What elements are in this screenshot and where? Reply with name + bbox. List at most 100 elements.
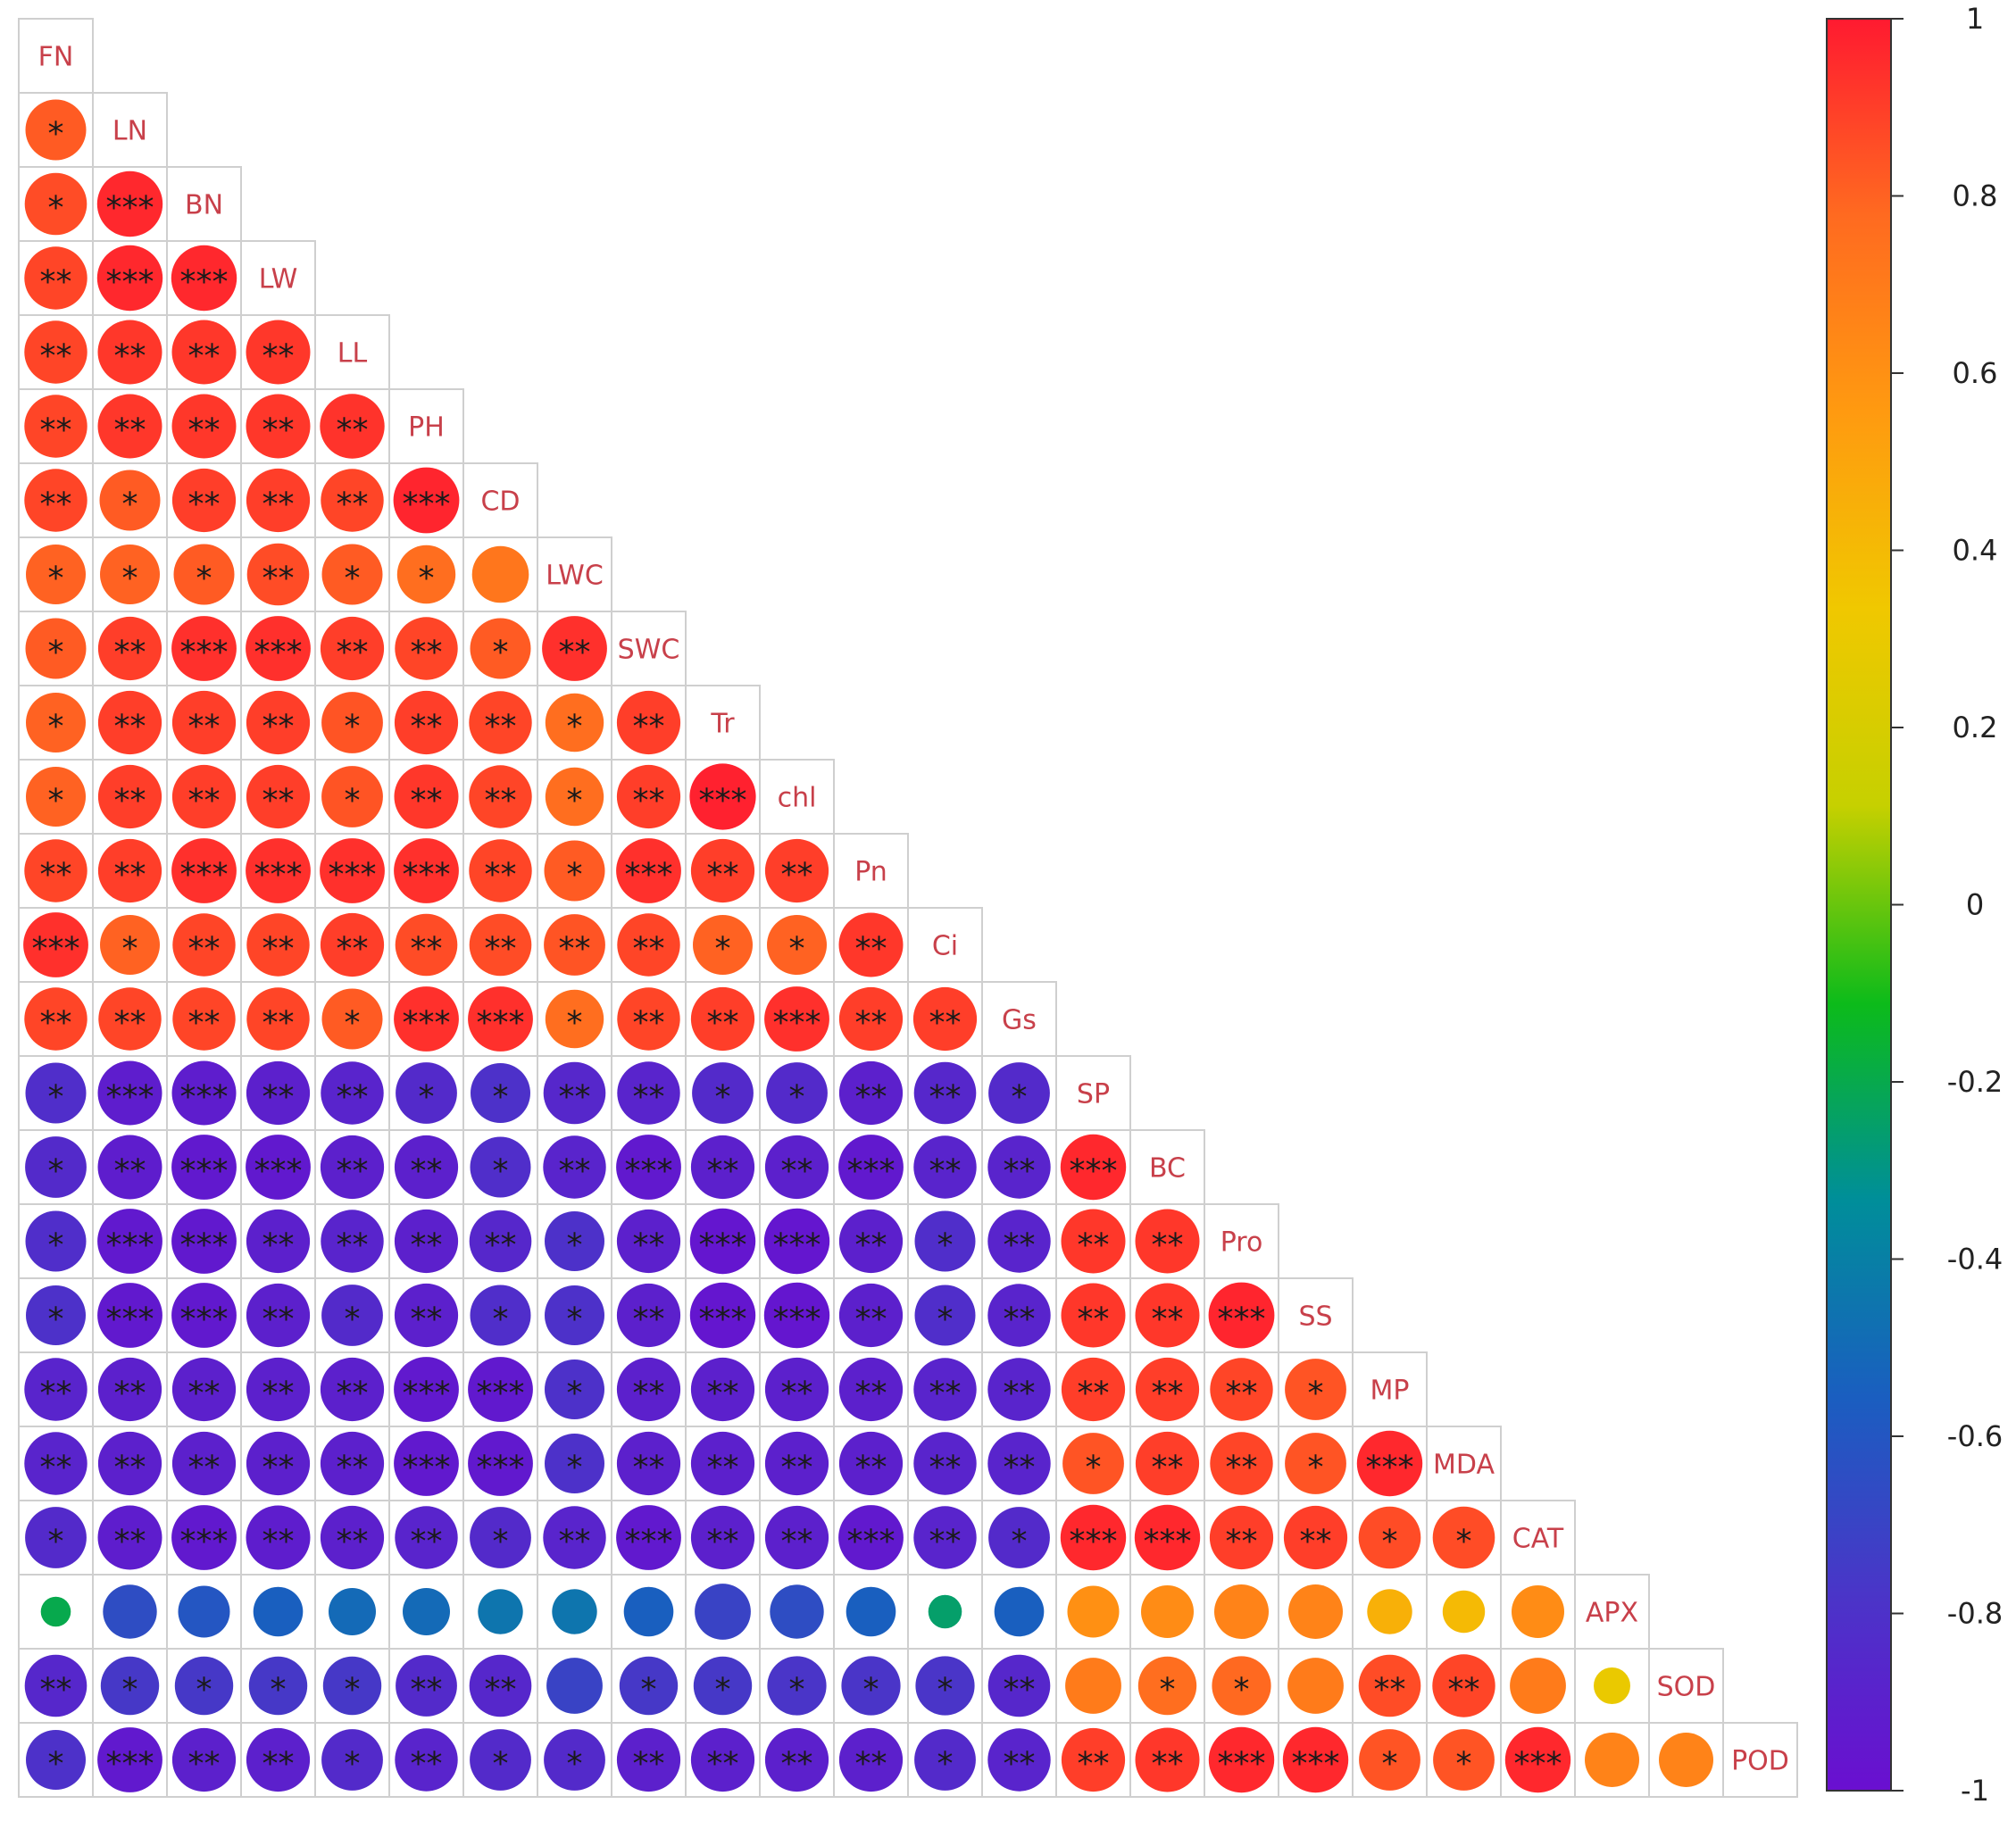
correlation-circle bbox=[248, 1656, 308, 1716]
correlation-circle bbox=[1135, 1357, 1200, 1422]
correlation-circle bbox=[322, 1656, 382, 1716]
significance-stars: ** bbox=[188, 783, 221, 819]
correlation-circle bbox=[838, 1505, 904, 1570]
correlation-circle bbox=[764, 1505, 829, 1570]
correlation-circle bbox=[24, 395, 87, 458]
significance-stars: * bbox=[1012, 1524, 1028, 1560]
significance-stars: ** bbox=[1152, 1376, 1184, 1412]
variable-label: BN bbox=[185, 190, 223, 221]
correlation-circle bbox=[393, 467, 460, 534]
significance-stars: * bbox=[493, 635, 509, 671]
significance-stars: * bbox=[567, 1301, 583, 1338]
correlation-circle bbox=[172, 987, 236, 1051]
significance-stars: * bbox=[1456, 1524, 1472, 1560]
correlation-circle bbox=[97, 1505, 162, 1570]
significance-stars: * bbox=[122, 931, 138, 968]
significance-stars: * bbox=[567, 857, 583, 894]
correlation-circle bbox=[690, 1727, 755, 1792]
significance-stars: ** bbox=[188, 486, 221, 523]
significance-stars: * bbox=[715, 1079, 731, 1116]
correlation-circle bbox=[171, 1283, 237, 1348]
correlation-circle bbox=[1359, 1729, 1420, 1791]
significance-stars: ** bbox=[411, 1153, 443, 1190]
correlation-circle bbox=[246, 468, 311, 533]
correlation-circle bbox=[838, 1283, 904, 1348]
correlation-circle bbox=[171, 320, 237, 385]
correlation-circle bbox=[469, 765, 532, 828]
significance-stars: *** bbox=[477, 1005, 525, 1042]
correlation-circle bbox=[171, 468, 237, 533]
significance-stars: ** bbox=[40, 412, 72, 449]
correlation-circle bbox=[246, 543, 310, 606]
significance-stars: ** bbox=[1078, 1227, 1110, 1264]
significance-stars: ** bbox=[337, 412, 369, 449]
correlation-circle bbox=[320, 1505, 385, 1570]
significance-stars: ** bbox=[40, 857, 72, 894]
significance-stars: * bbox=[48, 1524, 64, 1560]
significance-stars: ** bbox=[633, 709, 665, 745]
correlation-circle bbox=[321, 766, 383, 827]
significance-stars: ** bbox=[1078, 1746, 1110, 1783]
significance-stars: ** bbox=[114, 1376, 146, 1412]
significance-stars: ** bbox=[559, 635, 591, 671]
significance-stars: ** bbox=[855, 1079, 887, 1116]
significance-stars: ** bbox=[262, 561, 295, 597]
variable-label: BC bbox=[1149, 1153, 1186, 1185]
correlation-circle bbox=[764, 838, 829, 903]
correlation-circle bbox=[764, 1727, 829, 1792]
correlation-circle bbox=[912, 986, 978, 1052]
colorbar-tick-label: 0 bbox=[1966, 888, 1984, 922]
correlation-circle bbox=[616, 1283, 681, 1348]
significance-stars: *** bbox=[477, 1376, 525, 1412]
colorbar-tick-label: 0.8 bbox=[1953, 179, 1998, 213]
correlation-circle bbox=[987, 1210, 1051, 1273]
correlation-circle bbox=[988, 1062, 1050, 1124]
significance-stars: * bbox=[493, 1301, 509, 1338]
significance-stars: * bbox=[567, 1450, 583, 1486]
correlation-circle bbox=[24, 1432, 87, 1495]
significance-stars: *** bbox=[1070, 1153, 1118, 1190]
significance-stars: ** bbox=[337, 635, 369, 671]
correlation-circle bbox=[469, 1654, 532, 1717]
correlation-circle bbox=[1208, 1282, 1275, 1349]
significance-stars: *** bbox=[847, 1524, 896, 1560]
correlation-circle bbox=[692, 1062, 754, 1124]
significance-stars: *** bbox=[1366, 1450, 1414, 1486]
correlation-circle bbox=[543, 1061, 606, 1125]
significance-stars: * bbox=[493, 1746, 509, 1783]
correlation-circle bbox=[25, 1507, 87, 1568]
correlation-circle bbox=[1285, 1433, 1346, 1494]
correlation-circle bbox=[173, 544, 235, 605]
correlation-circle bbox=[395, 1728, 458, 1792]
significance-stars: ** bbox=[1152, 1227, 1184, 1264]
significance-stars: ** bbox=[114, 412, 146, 449]
correlation-circle bbox=[395, 913, 458, 977]
significance-stars: * bbox=[48, 1079, 64, 1116]
significance-stars: ** bbox=[1448, 1672, 1480, 1709]
correlation-circle bbox=[470, 1729, 531, 1791]
significance-stars: * bbox=[122, 1672, 138, 1709]
correlation-circle bbox=[171, 1357, 237, 1422]
significance-stars: ** bbox=[707, 1524, 739, 1560]
significance-stars: * bbox=[567, 709, 583, 745]
correlation-circle bbox=[321, 544, 383, 605]
significance-stars: ** bbox=[262, 1005, 295, 1042]
grid-cell bbox=[833, 833, 909, 909]
significance-stars: * bbox=[196, 561, 212, 597]
correlation-circle bbox=[246, 320, 311, 385]
correlation-circle bbox=[544, 1729, 605, 1791]
grid-cell bbox=[1426, 1426, 1502, 1501]
correlation-circle bbox=[24, 246, 87, 310]
correlation-circle bbox=[1208, 1726, 1275, 1793]
correlation-circle bbox=[469, 691, 532, 754]
significance-stars: * bbox=[122, 486, 138, 523]
correlation-circle bbox=[838, 1357, 904, 1422]
significance-stars: ** bbox=[40, 264, 72, 301]
significance-stars: ** bbox=[781, 1450, 813, 1486]
significance-stars: ** bbox=[1004, 1376, 1036, 1412]
significance-stars: ** bbox=[114, 635, 146, 671]
correlation-circle bbox=[470, 1285, 531, 1346]
correlation-circle bbox=[246, 1135, 311, 1200]
correlation-circle bbox=[24, 172, 87, 236]
correlation-circle bbox=[1585, 1733, 1639, 1787]
